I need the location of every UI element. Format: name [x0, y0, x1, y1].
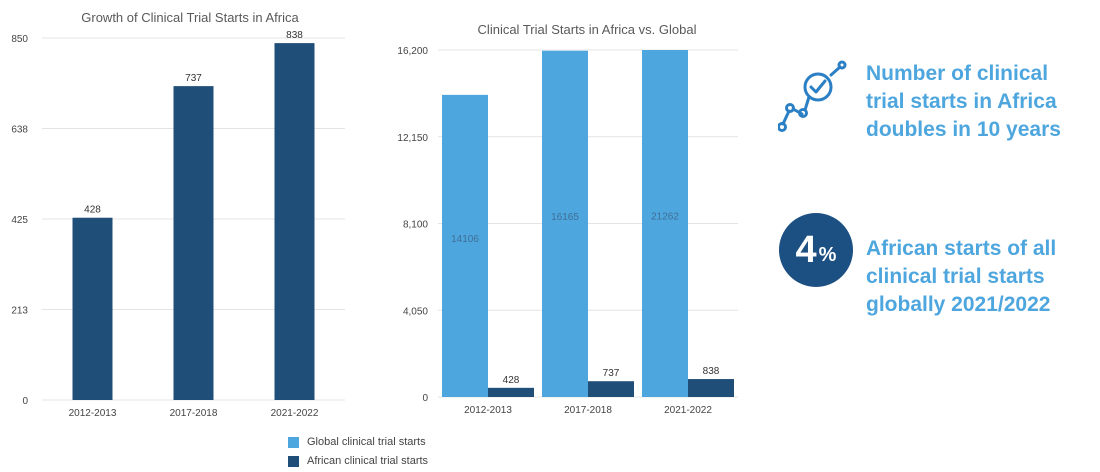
- callout-share: African starts of all clinical trial sta…: [866, 235, 1100, 319]
- y-tick-label: 0: [22, 396, 28, 407]
- legend-label-african: African clinical trial starts: [307, 455, 429, 467]
- callout-doubling-line-3: doubles in 10 years: [866, 118, 1061, 141]
- data-label-african: 838: [703, 366, 720, 377]
- percent-badge: 4 %: [779, 213, 853, 287]
- chart-legend: Global clinical trial starts African cli…: [288, 434, 548, 472]
- data-label: 737: [185, 73, 202, 84]
- y-tick-label: 0: [422, 393, 428, 404]
- bar-african: [688, 379, 734, 397]
- x-tick-label: 2017-2018: [564, 405, 612, 416]
- bar-global: [442, 94, 488, 397]
- data-label-global: 14106: [451, 234, 479, 245]
- callout-doubling-line-2: trial starts in Africa: [866, 90, 1057, 113]
- bar-african: [588, 381, 634, 397]
- x-tick-label: 2017-2018: [170, 408, 218, 419]
- percent-value: 4: [795, 229, 817, 271]
- bar: [173, 86, 214, 401]
- y-tick-label: 8,100: [403, 220, 428, 231]
- legend-label-global: Global clinical trial starts: [307, 436, 426, 448]
- data-label-global: 21262: [651, 212, 679, 223]
- chart-title: Growth of Clinical Trial Starts in Afric…: [81, 10, 299, 25]
- data-label-african: 737: [603, 368, 620, 379]
- y-tick-label: 425: [11, 215, 28, 226]
- x-tick-label: 2012-2013: [69, 408, 117, 419]
- callout-share-line-2: clinical trial starts: [866, 265, 1045, 288]
- y-tick-label: 638: [11, 125, 28, 136]
- callout-share-line-3: globally 2021/2022: [866, 293, 1051, 316]
- y-tick-label: 850: [11, 34, 28, 45]
- y-tick-label: 4,050: [403, 306, 428, 317]
- africa-vs-global-chart: Clinical Trial Starts in Africa vs. Glob…: [397, 22, 738, 416]
- data-label: 428: [84, 205, 101, 216]
- y-tick-label: 12,150: [397, 133, 428, 144]
- bar-african: [488, 387, 534, 397]
- bar: [72, 217, 113, 400]
- bar-global: [642, 50, 688, 397]
- growth-chart-check-icon: [778, 60, 847, 132]
- y-tick-label: 213: [11, 306, 28, 317]
- y-tick-label: 16,200: [397, 46, 428, 57]
- callout-doubling: Number of clinical trial starts in Afric…: [866, 60, 1100, 144]
- legend-swatch-global: [288, 436, 299, 448]
- bar-global: [542, 50, 588, 397]
- data-label-global: 16165: [551, 212, 579, 223]
- legend-item-african: African clinical trial starts: [288, 453, 548, 469]
- chart-title: Clinical Trial Starts in Africa vs. Glob…: [478, 22, 697, 37]
- callout-share-line-1: African starts of all: [866, 237, 1057, 260]
- data-label-african: 428: [503, 375, 520, 386]
- legend-swatch-african: [288, 455, 299, 467]
- legend-item-global: Global clinical trial starts: [288, 434, 548, 450]
- x-tick-label: 2021-2022: [271, 408, 319, 419]
- x-tick-label: 2012-2013: [464, 405, 512, 416]
- africa-growth-chart: Growth of Clinical Trial Starts in Afric…: [11, 10, 345, 419]
- data-label: 838: [286, 30, 303, 41]
- callout-doubling-line-1: Number of clinical: [866, 62, 1049, 85]
- percent-symbol: %: [818, 244, 837, 266]
- x-tick-label: 2021-2022: [664, 405, 712, 416]
- bar: [274, 43, 315, 400]
